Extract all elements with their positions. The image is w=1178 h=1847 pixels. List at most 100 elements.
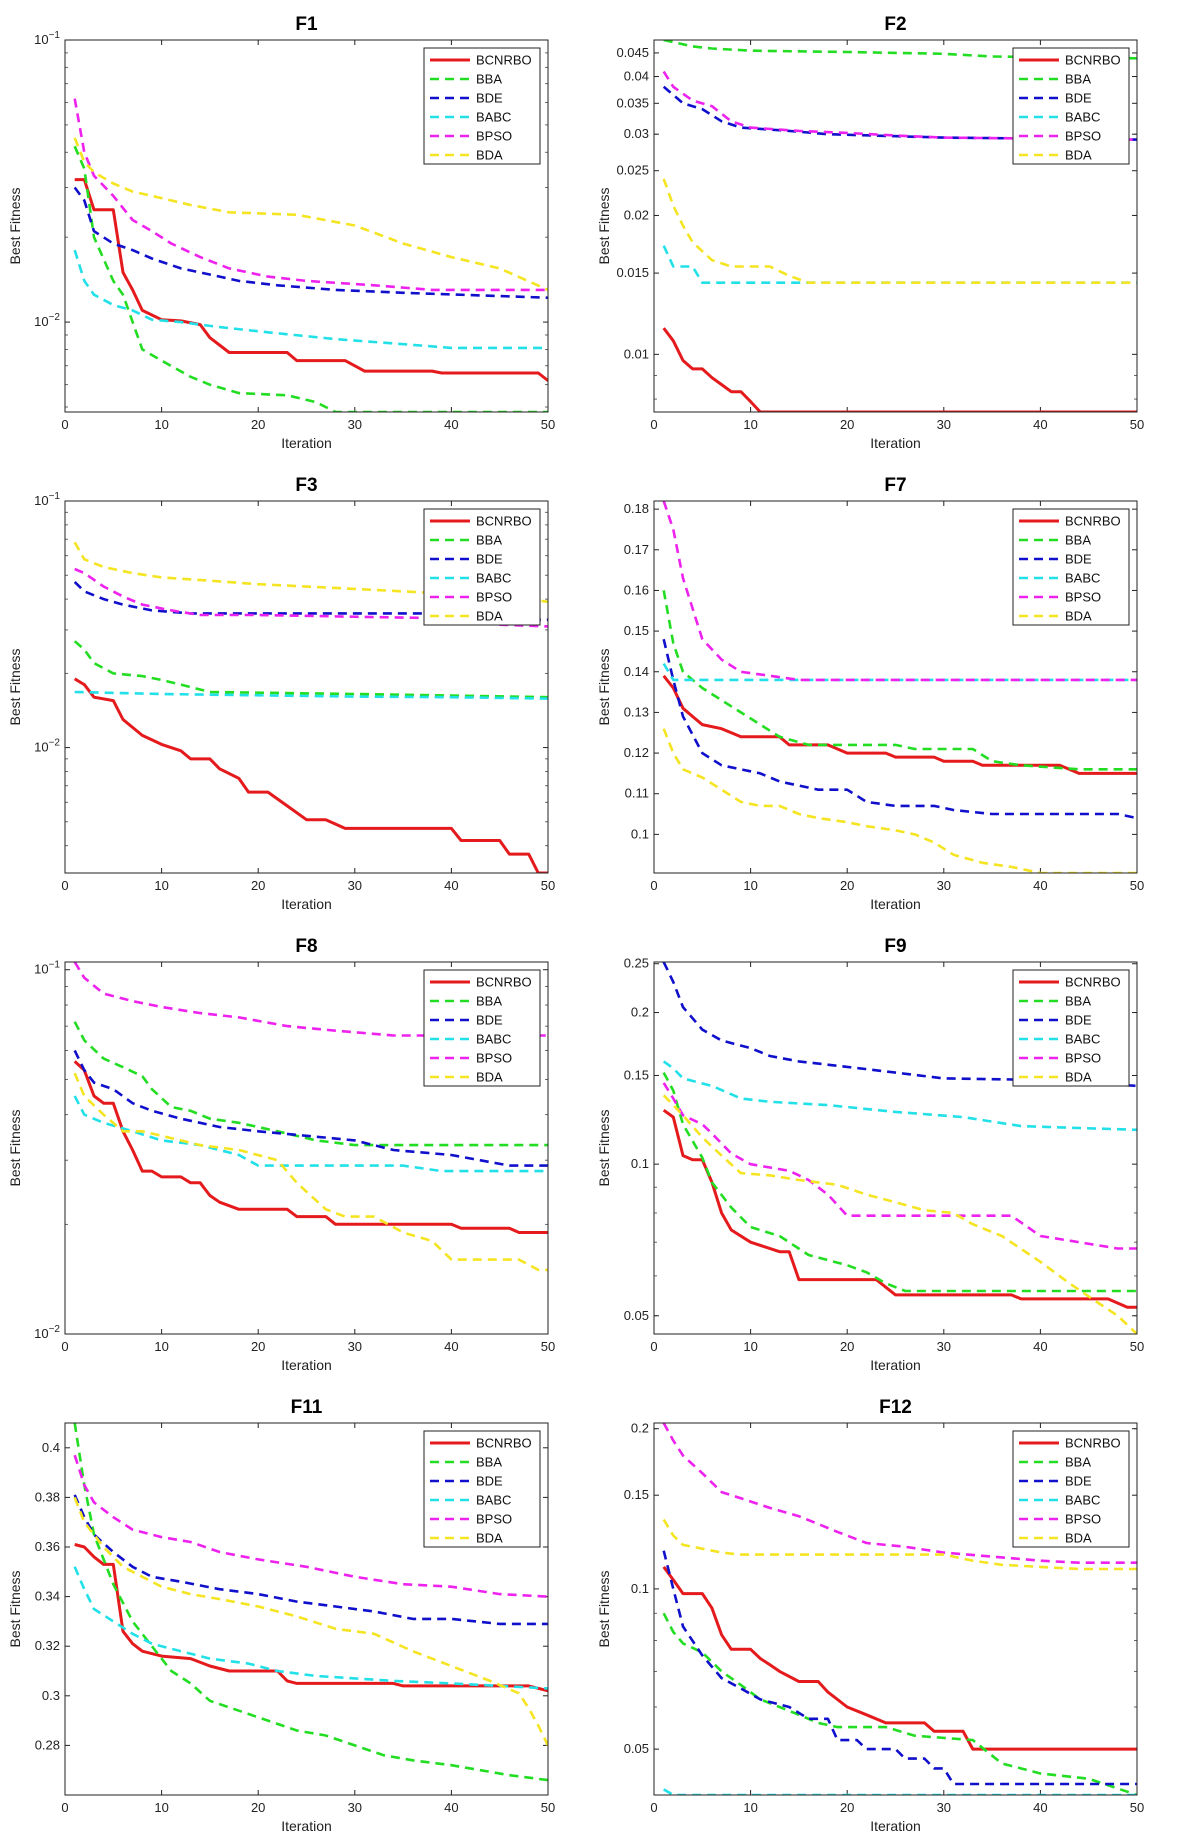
y-tick-label: 0.38 <box>35 1489 60 1504</box>
chart-svg: F11 0 10 20 30 40 50 0.28 0.3 0.32 0.34 0.36 0.38 0.4… <box>7 1397 555 1834</box>
legend-label: BDE <box>1065 552 1092 567</box>
x-tick-label: 30 <box>348 1800 362 1815</box>
legend-box <box>423 1430 541 1548</box>
x-tick-label: 50 <box>1130 1800 1144 1815</box>
x-tick-label: 20 <box>251 1800 265 1815</box>
series-group <box>662 501 1137 873</box>
chart-title: F9 <box>884 936 906 957</box>
y-tick-label: 0.17 <box>624 542 649 557</box>
y-tick-label: 0.28 <box>35 1737 60 1752</box>
x-tick-label: 40 <box>444 878 458 893</box>
x-tick-label: 50 <box>1130 1339 1144 1354</box>
y-tick-label: 0.015 <box>616 265 649 280</box>
y-axis-label: Best Fitness <box>596 1109 612 1186</box>
chart-svg: F8 0 10 20 30 40 50 10−2 10−1 Iteration Best Fitne… <box>7 936 555 1373</box>
y-tick-label: 0.16 <box>624 582 649 597</box>
plot-frame <box>64 39 549 413</box>
legend-label: BABC <box>1065 1032 1100 1047</box>
y-axis-label: Best Fitness <box>596 648 612 725</box>
x-tick-label: 10 <box>743 1800 757 1815</box>
series-group <box>73 98 548 412</box>
legend-label: BBA <box>1065 994 1091 1009</box>
y-tick-label: 0.4 <box>42 1440 60 1455</box>
x-tick-label: 20 <box>840 1800 854 1815</box>
series-line-bba <box>73 1021 548 1147</box>
legend-label: BDE <box>476 1013 503 1028</box>
series-line-bpso <box>662 70 1137 141</box>
legend-label: BPSO <box>476 590 512 605</box>
legend: BCNRBO BBA BDE BABC BPSO BDA <box>423 1430 541 1548</box>
series-line-bde <box>662 638 1137 820</box>
x-axis-label: Iteration <box>281 1818 332 1834</box>
chart-panel-f7: F7 0 10 20 30 40 50 0.1 0.11 0.12 0.13 0.14 0.15 0.16… <box>589 461 1178 922</box>
chart-panel-f3: F3 0 10 20 30 40 50 10−2 10−1 Iteration Best Fitne… <box>0 461 589 922</box>
plot-frame <box>653 39 1138 413</box>
y-tick-label: 0.15 <box>624 623 649 638</box>
series-line-bba <box>73 1423 548 1782</box>
series-line-bpso <box>73 98 548 292</box>
legend-label: BCNRBO <box>1065 53 1121 68</box>
plot-frame <box>653 500 1138 874</box>
y-tick-label: 0.14 <box>624 664 649 679</box>
x-tick-label: 50 <box>541 878 555 893</box>
series-line-bba <box>73 145 548 412</box>
chart-panel-f2: F2 0 10 20 30 40 50 0.01 0.015 0.02 0.025 0.03 0.035… <box>589 0 1178 461</box>
x-axis-label: Iteration <box>870 1818 921 1834</box>
series-line-bpso <box>662 1082 1137 1250</box>
y-tick-label: 0.05 <box>624 1308 649 1323</box>
legend-label: BDA <box>1065 1070 1092 1085</box>
x-tick-label: 40 <box>1033 1800 1047 1815</box>
y-tick-label: 0.04 <box>624 69 649 84</box>
legend-label: BDE <box>1065 1474 1092 1489</box>
chart-svg: F3 0 10 20 30 40 50 10−2 10−1 Iteration Best Fitne… <box>7 475 555 912</box>
plot-frame <box>653 961 1138 1335</box>
series-group <box>662 962 1137 1334</box>
legend-label: BABC <box>476 1032 511 1047</box>
plot-frame <box>64 961 549 1335</box>
legend: BCNRBO BBA BDE BABC BPSO BDA <box>1012 1430 1130 1548</box>
x-tick-label: 10 <box>154 417 168 432</box>
series-line-bcnrbo <box>662 1566 1137 1751</box>
legend-box <box>1012 1430 1130 1548</box>
y-tick-label: 0.2 <box>631 1005 649 1020</box>
legend: BCNRBO BBA BDE BABC BPSO BDA <box>423 47 541 165</box>
y-tick-label: 10−1 <box>34 30 60 47</box>
y-tick-label: 10−2 <box>34 738 60 755</box>
series-line-babc <box>663 1788 1137 1795</box>
legend-box <box>1012 508 1130 626</box>
series-line-bcnrbo <box>662 327 1137 412</box>
x-tick-label: 20 <box>840 878 854 893</box>
y-tick-label: 10−1 <box>34 960 60 977</box>
series-group <box>662 1423 1137 1795</box>
x-axis-label: Iteration <box>870 1357 921 1373</box>
x-axis-label: Iteration <box>281 1357 332 1373</box>
legend-label: BCNRBO <box>476 53 532 68</box>
legend-label: BBA <box>1065 72 1091 87</box>
series-line-bba <box>73 640 548 699</box>
series-line-bpso <box>73 962 548 1037</box>
legend-label: BABC <box>476 1493 511 1508</box>
x-tick-label: 50 <box>541 1339 555 1354</box>
chart-panel-f9: F9 0 10 20 30 40 50 0.05 0.1 0.15 0.2 0.25 Iteration… <box>589 922 1178 1383</box>
legend-label: BDE <box>476 552 503 567</box>
series-line-babc <box>73 249 548 350</box>
legend-label: BABC <box>1065 571 1100 586</box>
legend: BCNRBO BBA BDE BABC BPSO BDA <box>1012 508 1130 626</box>
y-tick-label: 0.15 <box>624 1487 649 1502</box>
legend-label: BPSO <box>1065 590 1101 605</box>
legend-label: BDE <box>1065 1013 1092 1028</box>
y-tick-label: 0.34 <box>35 1589 60 1604</box>
legend-label: BABC <box>1065 1493 1100 1508</box>
legend-label: BABC <box>1065 110 1100 125</box>
chart-panel-f8: F8 0 10 20 30 40 50 10−2 10−1 Iteration Best Fitne… <box>0 922 589 1383</box>
legend-box <box>1012 969 1130 1087</box>
x-tick-label: 50 <box>541 417 555 432</box>
legend-label: BPSO <box>476 1051 512 1066</box>
x-axis-label: Iteration <box>281 896 332 912</box>
legend-box <box>423 969 541 1087</box>
plot-frame <box>64 500 549 874</box>
series-line-bba <box>662 1071 1137 1293</box>
x-tick-label: 20 <box>251 1339 265 1354</box>
legend-label: BPSO <box>1065 129 1101 144</box>
legend: BCNRBO BBA BDE BABC BPSO BDA <box>1012 969 1130 1087</box>
